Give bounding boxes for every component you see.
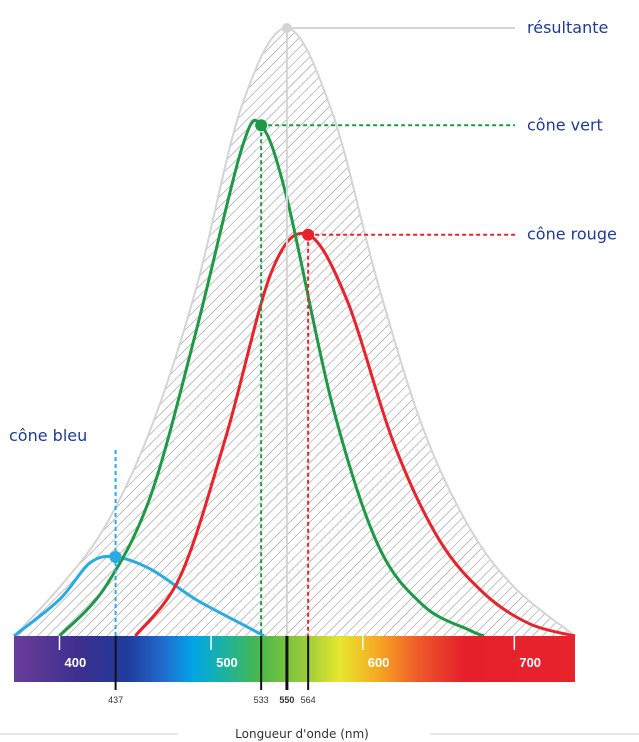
resultante-label: résultante xyxy=(527,18,608,37)
peak-marker-label-550: 550 xyxy=(279,695,294,705)
cone-rouge-curve xyxy=(134,231,576,638)
cone-bleu-peak-dot xyxy=(109,550,122,563)
spectrum-gradient xyxy=(14,636,575,682)
peak-guides xyxy=(109,23,515,636)
cone-bleu-curve xyxy=(13,554,265,638)
cone-bleu-label: cône bleu xyxy=(9,426,87,445)
curve-fills xyxy=(14,27,575,637)
tick-label-700: 700 xyxy=(519,655,541,670)
tick-label-400: 400 xyxy=(64,655,86,670)
resultante-area xyxy=(14,27,575,637)
x-axis-title: Longueur d'onde (nm) xyxy=(0,727,639,741)
cone-vert-peak-dot xyxy=(255,119,268,132)
x-axis-label: Longueur d'onde (nm) xyxy=(235,727,369,741)
peak-marker-label-533: 533 xyxy=(254,695,269,705)
axis-ticks: 400 500 600 700 437 533 550 564 xyxy=(58,636,541,705)
tick-label-600: 600 xyxy=(368,655,390,670)
peak-marker-label-564: 564 xyxy=(301,695,316,705)
cone-rouge-peak-dot xyxy=(302,228,315,241)
peak-marker-label-437: 437 xyxy=(108,695,123,705)
tick-label-500: 500 xyxy=(216,655,238,670)
cone-vert-curve xyxy=(58,118,485,638)
series-labels: résultante cône vert cône rouge cône bleu xyxy=(9,18,617,445)
resultante-peak-dot xyxy=(281,23,292,33)
spectrum-bar xyxy=(14,636,575,682)
cone-vert-label: cône vert xyxy=(527,115,603,134)
cone-rouge-label: cône rouge xyxy=(527,225,617,244)
